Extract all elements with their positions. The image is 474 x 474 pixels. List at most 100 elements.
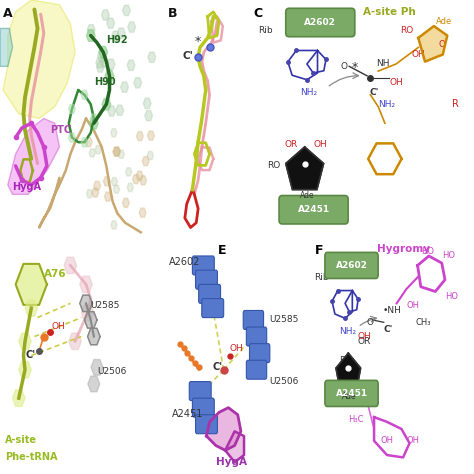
Text: C': C' [369,88,379,97]
Polygon shape [86,190,93,198]
Text: A2602: A2602 [336,261,367,270]
Polygon shape [139,208,146,217]
Polygon shape [336,353,361,392]
Polygon shape [101,10,109,20]
Polygon shape [96,57,104,68]
Polygon shape [118,150,125,158]
FancyBboxPatch shape [196,415,218,434]
FancyBboxPatch shape [189,382,211,401]
Text: C: C [254,7,263,20]
Polygon shape [136,171,143,180]
Polygon shape [86,30,95,41]
Text: Rib: Rib [314,273,329,282]
Polygon shape [64,257,77,273]
Text: H92: H92 [106,35,128,45]
Text: A2451: A2451 [172,409,203,419]
FancyBboxPatch shape [325,252,378,279]
Text: PTC: PTC [50,125,71,135]
Text: OR: OR [284,140,298,149]
Polygon shape [82,305,94,321]
Text: C': C' [25,350,35,360]
Text: OH: OH [358,332,372,341]
Polygon shape [3,0,75,118]
FancyBboxPatch shape [325,380,378,407]
Text: HO: HO [442,251,455,260]
Text: HO: HO [421,246,434,255]
Polygon shape [122,198,129,208]
Polygon shape [145,110,153,121]
Polygon shape [128,22,136,32]
Text: R: R [452,99,459,109]
Polygon shape [111,178,118,186]
Text: RO: RO [338,356,352,365]
Text: Rib: Rib [258,26,273,35]
Text: •NH: •NH [382,306,401,315]
Polygon shape [114,148,120,156]
Text: U2506: U2506 [269,377,299,386]
Polygon shape [12,390,25,406]
Polygon shape [90,118,98,129]
Polygon shape [122,5,130,16]
Text: U2585: U2585 [91,301,120,310]
Polygon shape [8,118,59,194]
Polygon shape [102,99,111,110]
Polygon shape [121,82,128,92]
Text: Hygromy: Hygromy [377,244,430,254]
Polygon shape [19,362,31,378]
Text: U2506: U2506 [97,367,127,376]
Polygon shape [108,106,116,116]
Polygon shape [286,147,324,190]
Polygon shape [89,149,95,157]
Polygon shape [113,185,119,193]
Text: HO: HO [445,292,458,301]
Text: CH₃: CH₃ [416,318,431,327]
Text: NH₂: NH₂ [338,327,356,336]
Text: OH: OH [406,301,419,310]
Text: OH: OH [389,78,403,87]
Polygon shape [0,28,12,66]
Polygon shape [85,137,92,146]
Text: Ade: Ade [342,392,357,401]
Text: A76: A76 [44,269,66,279]
Text: B: B [168,7,177,20]
Text: A2602: A2602 [304,18,336,27]
Polygon shape [80,276,92,292]
Polygon shape [99,46,108,58]
Text: A2451: A2451 [298,205,329,214]
Polygon shape [127,60,135,71]
Polygon shape [111,128,117,137]
Polygon shape [134,78,142,88]
Polygon shape [19,333,31,349]
FancyBboxPatch shape [196,270,218,289]
Text: C': C' [384,325,393,334]
Text: RO: RO [267,161,280,170]
Polygon shape [140,176,146,185]
Polygon shape [225,431,244,462]
Text: U2585: U2585 [269,315,299,324]
Text: C': C' [213,362,223,372]
Polygon shape [97,62,104,72]
Text: NH₂: NH₂ [300,88,318,97]
FancyBboxPatch shape [202,299,224,318]
Text: OR: OR [358,337,371,346]
FancyBboxPatch shape [192,256,214,275]
Polygon shape [91,360,103,375]
Polygon shape [69,104,75,114]
Text: A2602: A2602 [169,257,201,267]
Text: O: O [366,318,373,327]
FancyBboxPatch shape [199,284,220,303]
Polygon shape [113,147,119,156]
Polygon shape [116,105,124,116]
Polygon shape [118,28,125,38]
Text: H90: H90 [94,77,116,87]
Text: OH: OH [406,436,419,445]
FancyBboxPatch shape [286,9,355,37]
Text: A: A [3,7,13,20]
Text: HygA: HygA [216,456,247,466]
Text: OH: OH [381,436,393,445]
Polygon shape [104,192,111,201]
Text: H₃C: H₃C [348,415,364,424]
Text: A2451: A2451 [336,389,367,398]
Text: C': C' [183,51,194,61]
Text: Ade: Ade [436,17,452,26]
